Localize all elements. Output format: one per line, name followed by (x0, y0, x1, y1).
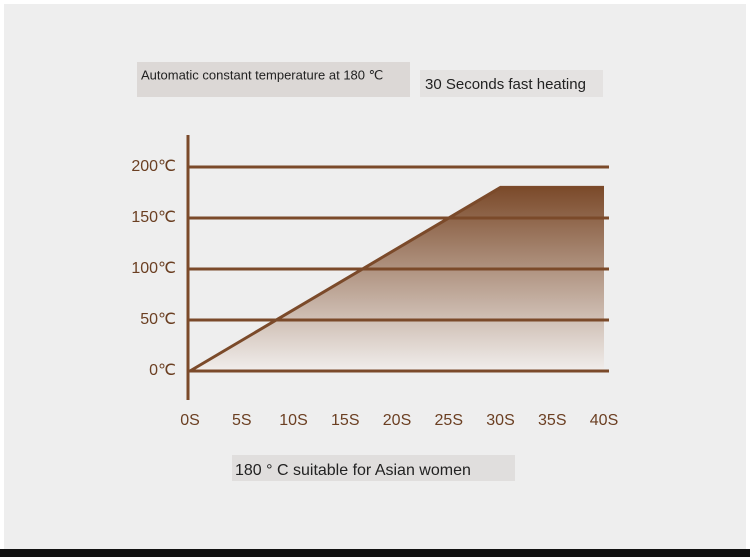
annotation: Automatic constant temperature at 180 ℃ (141, 67, 383, 82)
annotation: 180 ° C suitable for Asian women (235, 462, 471, 479)
annotation-box (232, 455, 515, 481)
bottom-bar (0, 549, 750, 557)
x-tick-label: 30S (486, 412, 514, 429)
annotation-box (420, 70, 603, 97)
x-tick-label: 5S (232, 412, 252, 429)
x-tick-label: 0S (180, 412, 200, 429)
y-tick-label: 150℃ (131, 209, 176, 226)
x-tick-label: 20S (383, 412, 411, 429)
y-tick-label: 50℃ (140, 311, 176, 328)
annotation: 30 Seconds fast heating (425, 76, 586, 93)
x-tick-label: 15S (331, 412, 359, 429)
y-tick-label: 100℃ (131, 260, 176, 277)
area (190, 187, 604, 371)
y-tick-label: 200℃ (131, 158, 176, 175)
annotation-box (137, 62, 410, 97)
area-line (189, 185, 604, 373)
y-tick-label: 0℃ (149, 362, 176, 379)
x-tick-label: 10S (279, 412, 307, 429)
x-tick-label: 40S (590, 412, 618, 429)
x-tick-label: 25S (435, 412, 463, 429)
x-tick-label: 35S (538, 412, 566, 429)
